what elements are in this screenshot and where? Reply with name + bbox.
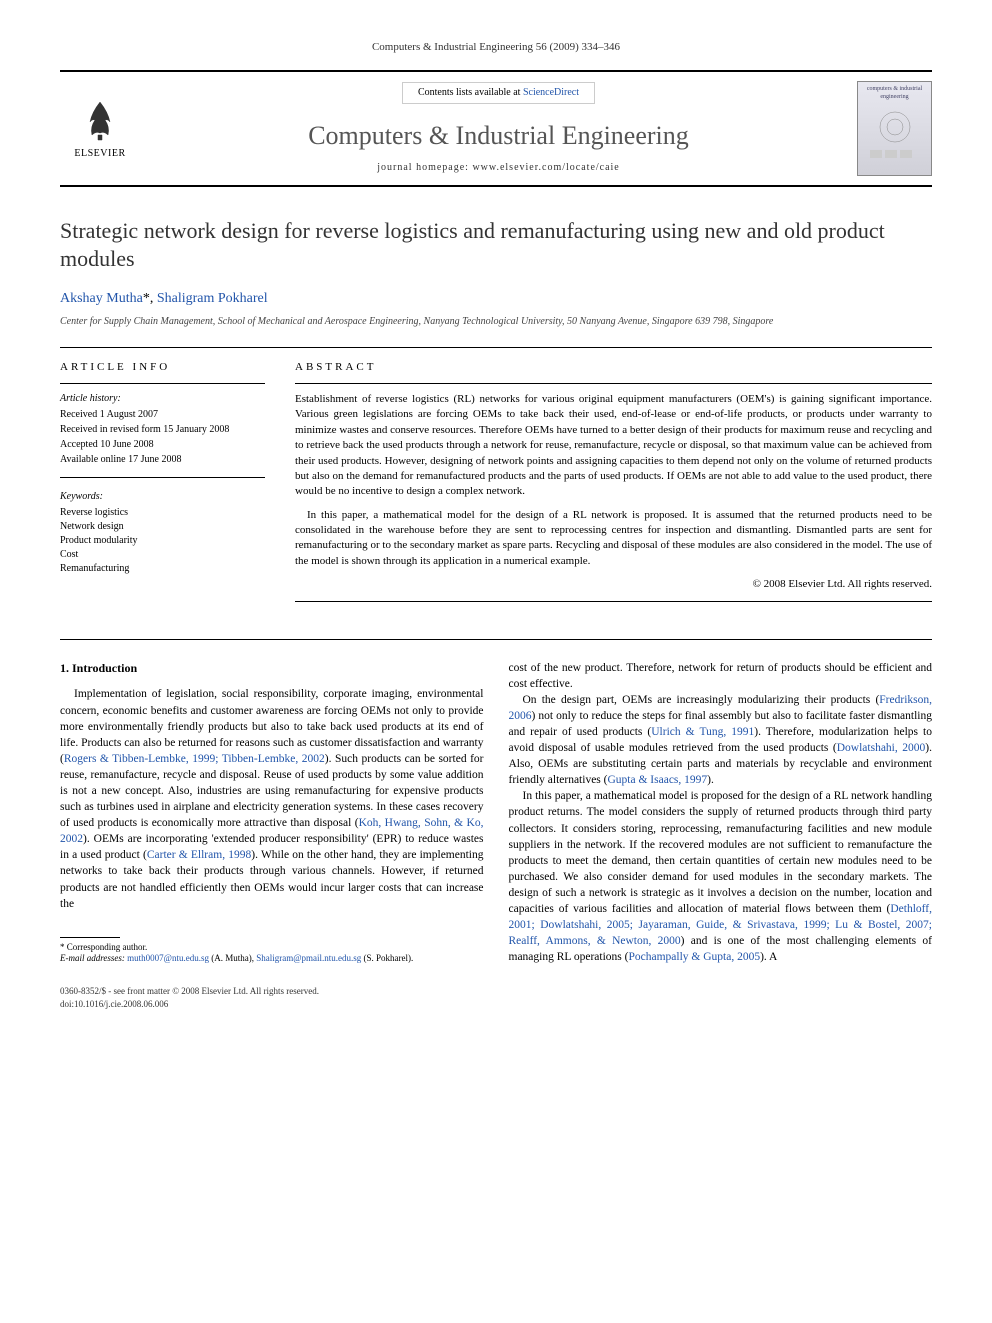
article-info-heading: ARTICLE INFO xyxy=(60,360,265,375)
journal-center: Contents lists available at ScienceDirec… xyxy=(140,72,857,184)
keyword: Reverse logistics xyxy=(60,506,265,520)
publisher-name: ELSEVIER xyxy=(74,147,125,161)
citation-link[interactable]: Dowlatshahi, 2000 xyxy=(837,742,926,754)
footnote-rule xyxy=(60,937,120,938)
body-paragraph: On the design part, OEMs are increasingl… xyxy=(509,692,933,789)
email-label: E-mail addresses: xyxy=(60,953,125,963)
elsevier-tree-icon xyxy=(80,97,120,147)
email-addresses: E-mail addresses: muth0007@ntu.edu.sg (A… xyxy=(60,953,484,965)
contents-prefix: Contents lists available at xyxy=(418,87,523,98)
footer-meta: 0360-8352/$ - see front matter © 2008 El… xyxy=(60,985,932,1010)
citation-link[interactable]: Rogers & Tibben-Lembke, 1999; Tibben-Lem… xyxy=(64,753,325,765)
author-link[interactable]: Shaligram Pokharel xyxy=(157,291,268,306)
cover-text: computers & industrial engineering xyxy=(861,85,928,102)
keywords-label: Keywords: xyxy=(60,490,265,504)
affiliation: Center for Supply Chain Management, Scho… xyxy=(60,315,932,329)
abstract-heading: ABSTRACT xyxy=(295,360,932,375)
left-column: 1. Introduction Implementation of legisl… xyxy=(60,660,484,966)
body-paragraph: cost of the new product. Therefore, netw… xyxy=(509,660,933,692)
journal-homepage: journal homepage: www.elsevier.com/locat… xyxy=(150,161,847,175)
citation-link[interactable]: Pochampally & Gupta, 2005 xyxy=(628,951,760,963)
front-matter: 0360-8352/$ - see front matter © 2008 El… xyxy=(60,985,932,998)
section-heading: 1. Introduction xyxy=(60,660,484,677)
article-info: ARTICLE INFO Article history: Received 1… xyxy=(60,348,280,614)
keyword: Product modularity xyxy=(60,534,265,548)
author-separator: , xyxy=(150,291,157,306)
publisher-logo: ELSEVIER xyxy=(60,84,140,174)
abstract-paragraph: In this paper, a mathematical model for … xyxy=(295,508,932,570)
homepage-prefix: journal homepage: xyxy=(377,162,472,173)
keyword: Cost xyxy=(60,548,265,562)
history-item: Available online 17 June 2008 xyxy=(60,453,265,467)
history-item: Accepted 10 June 2008 xyxy=(60,438,265,452)
contents-available: Contents lists available at ScienceDirec… xyxy=(402,82,595,104)
history-item: Received 1 August 2007 xyxy=(60,408,265,422)
page-header: Computers & Industrial Engineering 56 (2… xyxy=(60,40,932,55)
email-link[interactable]: muth0007@ntu.edu.sg xyxy=(127,953,209,963)
homepage-url: www.elsevier.com/locate/caie xyxy=(472,162,619,173)
citation-link[interactable]: Gupta & Isaacs, 1997 xyxy=(608,774,708,786)
sciencedirect-link[interactable]: ScienceDirect xyxy=(523,87,579,98)
author-link[interactable]: Akshay Mutha xyxy=(60,291,143,306)
footnotes: * Corresponding author. E-mail addresses… xyxy=(60,942,484,965)
right-column: cost of the new product. Therefore, netw… xyxy=(509,660,933,966)
body-columns: 1. Introduction Implementation of legisl… xyxy=(60,639,932,966)
doi: doi:10.1016/j.cie.2008.06.006 xyxy=(60,998,932,1011)
journal-name: Computers & Industrial Engineering xyxy=(150,118,847,154)
author-marker: * xyxy=(143,291,150,306)
authors: Akshay Mutha*, Shaligram Pokharel xyxy=(60,289,932,309)
info-abstract-row: ARTICLE INFO Article history: Received 1… xyxy=(60,347,932,614)
corresponding-author: * Corresponding author. xyxy=(60,942,484,954)
abstract: ABSTRACT Establishment of reverse logist… xyxy=(280,348,932,614)
citation-link[interactable]: Carter & Ellram, 1998 xyxy=(147,849,251,861)
journal-banner: ELSEVIER Contents lists available at Sci… xyxy=(60,70,932,186)
journal-cover-thumbnail: computers & industrial engineering xyxy=(857,81,932,176)
abstract-paragraph: Establishment of reverse logistics (RL) … xyxy=(295,392,932,500)
keyword: Remanufacturing xyxy=(60,562,265,576)
abstract-copyright: © 2008 Elsevier Ltd. All rights reserved… xyxy=(295,577,932,592)
history-item: Received in revised form 15 January 2008 xyxy=(60,423,265,437)
citation-link[interactable]: Ulrich & Tung, 1991 xyxy=(651,726,754,738)
keyword: Network design xyxy=(60,520,265,534)
body-paragraph: In this paper, a mathematical model is p… xyxy=(509,788,933,965)
article-title: Strategic network design for reverse log… xyxy=(60,217,932,274)
email-link[interactable]: Shaligram@pmail.ntu.edu.sg xyxy=(256,953,361,963)
history-label: Article history: xyxy=(60,392,265,406)
body-paragraph: Implementation of legislation, social re… xyxy=(60,686,484,911)
